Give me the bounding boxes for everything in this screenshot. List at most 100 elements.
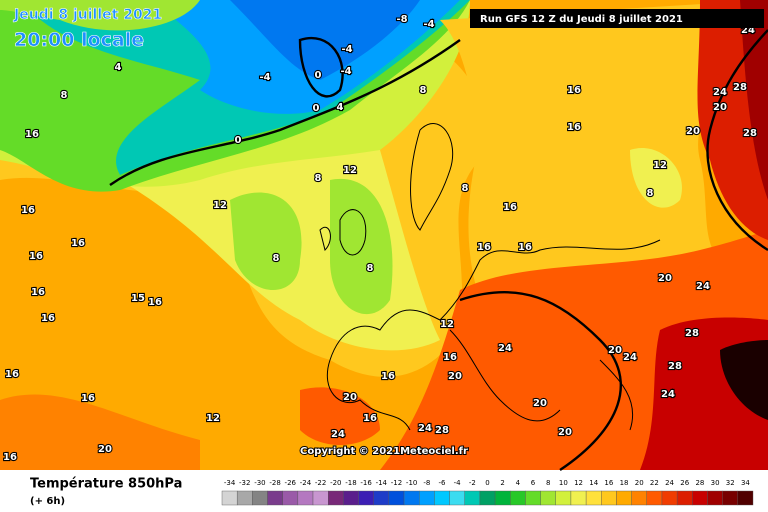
scale-label: 12 [574,479,583,487]
scale-label: 22 [650,479,659,487]
map-label: 16 [71,238,85,249]
legend: Température 850hPa (+ 6h) -34 -32 -30 -28 -2… [30,477,754,507]
scale-label: -24 [300,479,312,487]
scale-label: 2 [500,479,504,487]
scale-label: 20 [635,479,644,487]
scale-cell [585,490,602,506]
scale-label: 16 [604,479,613,487]
scale-cell [282,490,299,506]
map-label: 8 [462,183,469,194]
map-label: 28 [685,328,699,339]
map-label: 0 [315,70,322,81]
scale-cell [434,490,450,506]
scale-cell [646,490,663,506]
scale-cell [312,490,329,506]
map-label: 8 [420,85,427,96]
scale-cell [388,490,405,506]
scale-label: 0 [485,479,489,487]
scale-cell [555,490,572,506]
date: Jeudi 8 juillet 2021 [13,7,162,23]
time: 20:00 locale [14,29,144,51]
scale-cell [236,490,253,506]
scale-label: 34 [741,479,750,487]
zone [300,387,380,445]
map-label: -4 [341,44,352,55]
map-label: 16 [41,313,55,324]
scale-cell [601,490,617,506]
scale-cell [661,490,678,506]
scale-cell [540,490,556,506]
scale-cell [328,490,344,506]
scale-label: -16 [360,479,372,487]
map-label: 8 [315,173,322,184]
map-label: 24 [713,87,727,98]
scale-label: -28 [269,479,280,487]
scale-cell [737,490,754,506]
scale-label: -18 [345,479,356,487]
map-label: 20 [608,345,622,356]
map-label: 16 [5,369,19,380]
scale-label: 10 [559,479,568,487]
scale-cell [631,490,648,506]
map-label: 12 [206,413,220,424]
scale-label: -4 [454,479,462,487]
scale-label: 24 [665,479,674,487]
scale-cell [419,490,435,506]
map-label: 28 [733,82,747,93]
map-label: 28 [743,128,757,139]
coastline [319,123,454,256]
copyright: Copyright © 2021Meteociel.fr [300,446,468,457]
scale-label: -32 [239,479,250,487]
scale-cell [297,490,314,506]
scale-label: -12 [391,479,402,487]
scale-label: -34 [224,479,236,487]
map-label: 20 [448,371,462,382]
map-label: 16 [567,122,581,133]
map-label: 20 [713,102,727,113]
map-label: 16 [518,242,532,253]
map-label: 16 [31,287,45,298]
scale-cell [570,490,587,506]
scale-label: -2 [469,479,476,487]
map-label: 16 [148,297,162,308]
map-label: 16 [29,251,43,262]
map-label: 16 [3,452,17,463]
scale-cell [267,490,283,506]
legend-subtitle: (+ 6h) [30,496,65,507]
scale-label: 6 [531,479,536,487]
scale-cell [464,490,481,506]
scale-label: -6 [438,479,446,487]
scale-cell [449,490,465,506]
scale-cell [676,490,693,506]
scale-label: 4 [516,479,521,487]
map-label: 28 [668,361,682,372]
map-label: 24 [498,343,512,354]
run-box [470,9,764,28]
map-label: 16 [567,85,581,96]
map-label: 8 [367,263,374,274]
scale-label: -20 [330,479,341,487]
map-label: -4 [423,19,434,30]
scale-cell [373,490,390,506]
scale-label: 18 [620,479,629,487]
map-label: -4 [340,66,351,77]
scale-label: -22 [315,479,326,487]
map-label: 12 [213,200,227,211]
scale-cell [616,490,632,506]
scale-cell [722,490,739,506]
isotherm [459,29,768,471]
map-label: 24 [331,429,345,440]
map-label: 20 [343,392,357,403]
scale-cell [525,490,541,506]
map-label: 24 [623,352,637,363]
scale-label: 30 [711,479,720,487]
map-label: 8 [61,90,68,101]
coastline [326,239,661,431]
scale-label: 28 [695,479,704,487]
map-label: -4 [259,72,270,83]
scale-cell [252,490,268,506]
scale-label: 14 [589,479,598,487]
scale-label: -26 [285,479,297,487]
map-label: 16 [477,242,491,253]
